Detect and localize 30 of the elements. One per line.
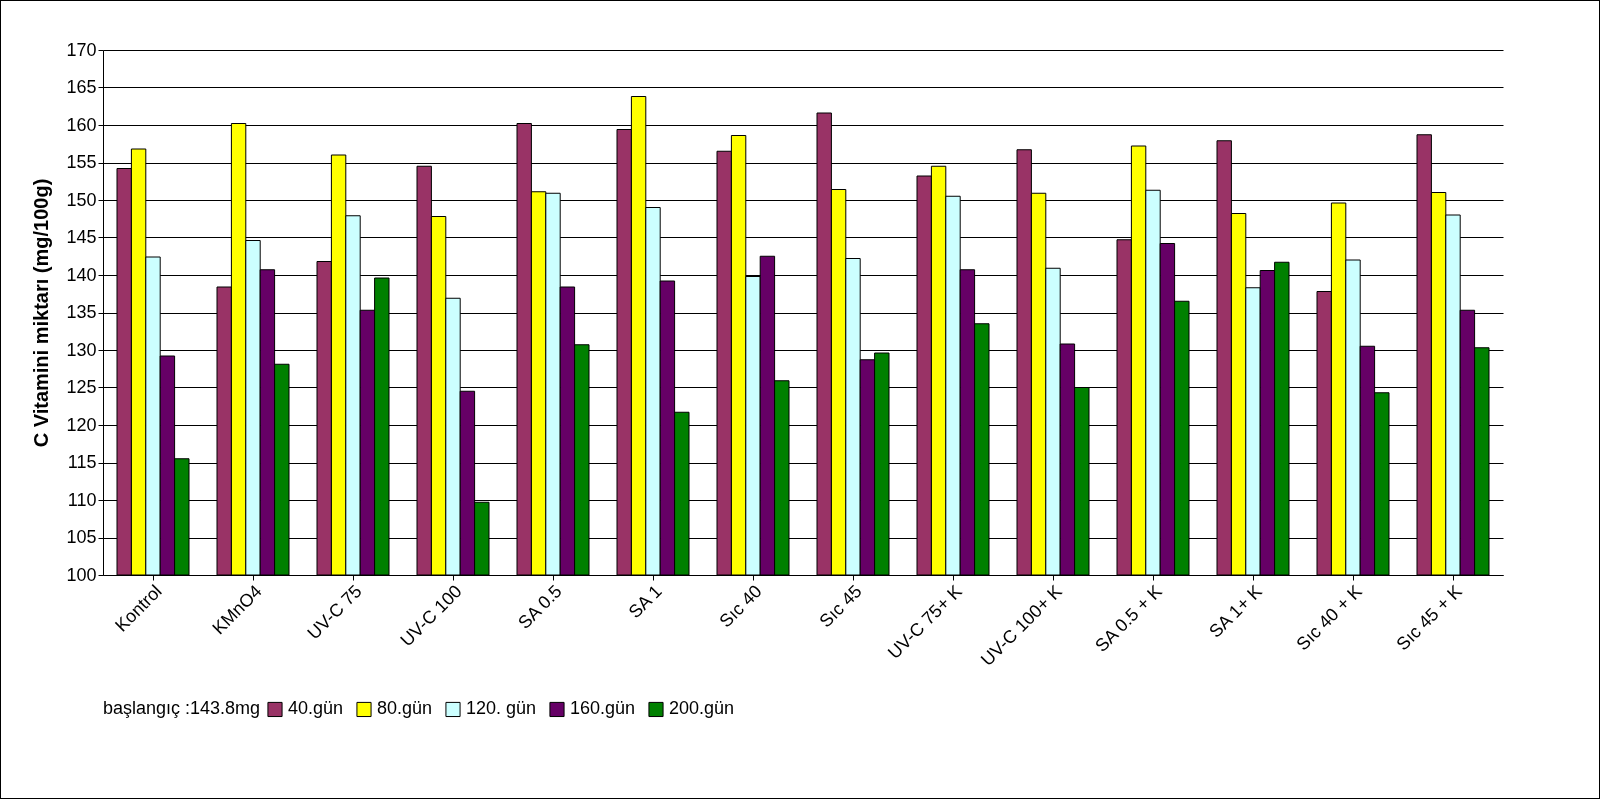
x-tick-label: Sıc 40 xyxy=(715,581,766,632)
y-tick-label: 115 xyxy=(67,452,97,472)
y-tick-label: 140 xyxy=(66,264,97,285)
x-tick-label: SA 1+ K xyxy=(1205,581,1266,642)
x-tick-label: SA 0.5 + K xyxy=(1091,581,1166,656)
x-tick-label: SA 0.5 xyxy=(514,581,566,633)
legend-title: başlangıç :143.8mg xyxy=(103,698,261,718)
y-tick-label: 160 xyxy=(66,114,97,135)
y-tick-label: 155 xyxy=(66,152,97,172)
legend-label: 160.gün xyxy=(570,698,636,719)
x-tick-label: Sıc 40 + K xyxy=(1292,581,1366,655)
y-tick-label: 100 xyxy=(66,564,97,585)
y-tick-label: 130 xyxy=(66,339,97,360)
x-tick-label: SA 1 xyxy=(624,581,666,623)
y-tick-label: 120 xyxy=(66,414,97,435)
y-tick-label: 110 xyxy=(67,489,97,510)
y-tick-label: 125 xyxy=(66,377,97,397)
x-tick-label: Sıc 45 + K xyxy=(1392,581,1466,655)
y-tick-label: 105 xyxy=(66,527,97,547)
y-axis-title: C Vitamini miktarı (mg/100g) xyxy=(30,178,53,448)
y-tick-label: 170 xyxy=(66,39,97,60)
x-tick-label: Sıc 45 xyxy=(815,581,866,632)
legend-label: 40.gün xyxy=(288,698,344,719)
y-tick-label: 165 xyxy=(66,77,97,97)
legend-label: 200.gün xyxy=(669,698,735,719)
legend-label: 120. gün xyxy=(466,698,537,719)
y-tick-label: 135 xyxy=(66,302,97,322)
y-tick-label: 145 xyxy=(66,227,97,247)
y-tick-label: 150 xyxy=(66,189,97,210)
legend-label: 80.gün xyxy=(377,698,433,719)
